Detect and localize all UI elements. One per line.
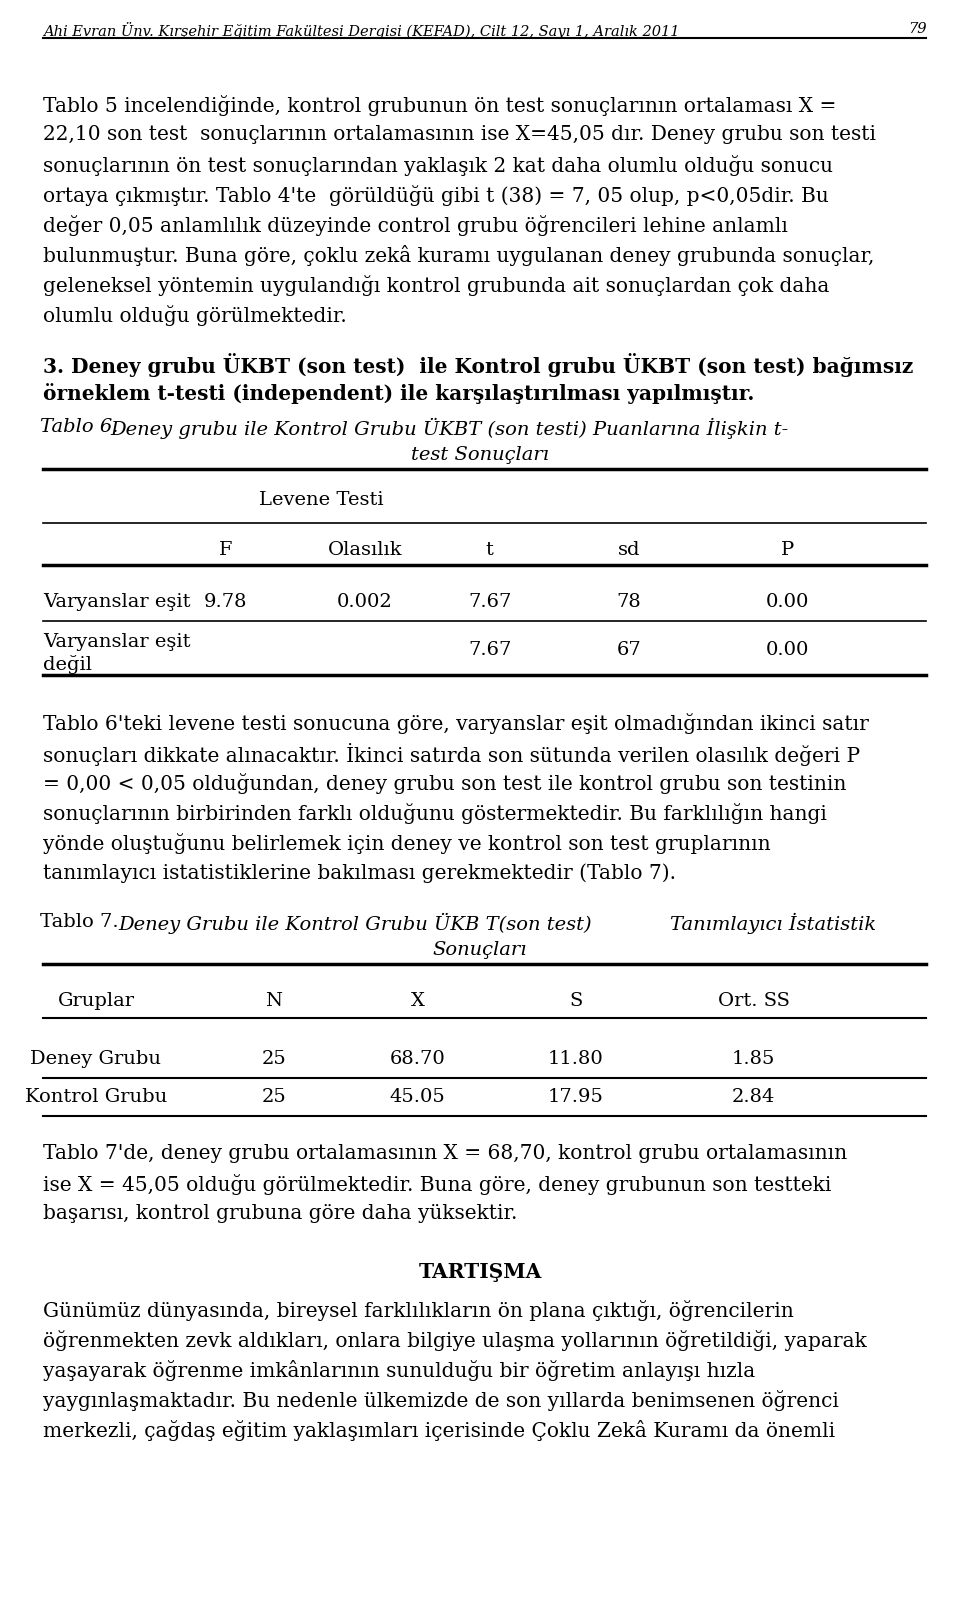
Text: Gruplar: Gruplar	[58, 992, 134, 1010]
Text: Günümüz dünyasında, bireysel farklılıkların ön plana çıktığı, öğrencilerin: Günümüz dünyasında, bireysel farklılıkla…	[43, 1300, 794, 1321]
Text: 79: 79	[908, 23, 926, 35]
Text: Tablo 6.: Tablo 6.	[40, 418, 125, 436]
Text: değil: değil	[43, 655, 92, 674]
Text: ise X = 45,05 olduğu görülmektedir. Buna göre, deney grubunun son testteki: ise X = 45,05 olduğu görülmektedir. Buna…	[43, 1174, 831, 1195]
Text: sonuçlarının ön test sonuçlarından yaklaşık 2 kat daha olumlu olduğu sonucu: sonuçlarının ön test sonuçlarından yakla…	[43, 155, 833, 176]
Text: t: t	[486, 540, 493, 560]
Text: S: S	[569, 992, 583, 1010]
Text: ortaya çıkmıştır. Tablo 4'te  görüldüğü gibi t (38) = 7, 05 olup, p<0,05dir. Bu: ortaya çıkmıştır. Tablo 4'te görüldüğü g…	[43, 185, 828, 206]
Text: Tanımlayıcı İstatistik: Tanımlayıcı İstatistik	[670, 913, 876, 934]
Text: 0.002: 0.002	[337, 594, 393, 611]
Text: Tablo 6'teki levene testi sonucuna göre, varyanslar eşit olmadığından ikinci sat: Tablo 6'teki levene testi sonucuna göre,…	[43, 713, 869, 734]
Text: 22,10 son test  sonuçlarının ortalamasının ise X=45,05 dır. Deney grubu son test: 22,10 son test sonuçlarının ortalamasını…	[43, 124, 876, 144]
Text: yaygınlaşmaktadır. Bu nedenle ülkemizde de son yıllarda benimsenen öğrenci: yaygınlaşmaktadır. Bu nedenle ülkemizde …	[43, 1390, 839, 1411]
Text: Ahi Evran Ünv. Kırşehir Eğitim Fakültesi Dergisi (KEFAD), Cilt 12, Sayı 1, Aralı: Ahi Evran Ünv. Kırşehir Eğitim Fakültesi…	[43, 23, 680, 39]
Text: 9.78: 9.78	[204, 594, 248, 611]
Text: sonuçlarının birbirinden farklı olduğunu göstermektedir. Bu farklılığın hangi: sonuçlarının birbirinden farklı olduğunu…	[43, 803, 828, 824]
Text: 25: 25	[261, 1089, 286, 1107]
Text: öğrenmekten zevk aldıkları, onlara bilgiye ulaşma yollarının öğretildiği, yapara: öğrenmekten zevk aldıkları, onlara bilgi…	[43, 1331, 867, 1352]
Text: 2.84: 2.84	[732, 1089, 776, 1107]
Text: olumlu olduğu görülmektedir.: olumlu olduğu görülmektedir.	[43, 305, 347, 326]
Text: 3. Deney grubu ÜKBT (son test)  ile Kontrol grubu ÜKBT (son test) bağımsız: 3. Deney grubu ÜKBT (son test) ile Kontr…	[43, 353, 914, 377]
Text: yönde oluştuğunu belirlemek için deney ve kontrol son test gruplarının: yönde oluştuğunu belirlemek için deney v…	[43, 832, 771, 853]
Text: 45.05: 45.05	[390, 1089, 445, 1107]
Text: Tablo 7.: Tablo 7.	[40, 913, 125, 931]
Text: 17.95: 17.95	[548, 1089, 604, 1107]
Text: sd: sd	[617, 540, 640, 560]
Text: başarısı, kontrol grubuna göre daha yüksektir.: başarısı, kontrol grubuna göre daha yüks…	[43, 1203, 517, 1223]
Text: Varyanslar eşit: Varyanslar eşit	[43, 594, 191, 611]
Text: Ort. SS: Ort. SS	[718, 992, 789, 1010]
Text: merkezli, çağdaş eğitim yaklaşımları içerisinde Çoklu Zekâ Kuramı da önemli: merkezli, çağdaş eğitim yaklaşımları içe…	[43, 1419, 835, 1440]
Text: 78: 78	[616, 594, 641, 611]
Text: 7.67: 7.67	[468, 594, 512, 611]
Text: geleneksel yöntemin uygulandığı kontrol grubunda ait sonuçlardan çok daha: geleneksel yöntemin uygulandığı kontrol …	[43, 274, 829, 297]
Text: F: F	[219, 540, 232, 560]
Text: 1.85: 1.85	[732, 1050, 776, 1068]
Text: 7.67: 7.67	[468, 640, 512, 660]
Text: P: P	[780, 540, 794, 560]
Text: Olasılık: Olasılık	[327, 540, 402, 560]
Text: örneklem t-testi (independent) ile karşılaştırılması yapılmıştır.: örneklem t-testi (independent) ile karşı…	[43, 382, 755, 403]
Text: Tablo 7'de, deney grubu ortalamasının X = 68,70, kontrol grubu ortalamasının: Tablo 7'de, deney grubu ortalamasının X …	[43, 1144, 848, 1163]
Text: 68.70: 68.70	[390, 1050, 445, 1068]
Text: bulunmuştur. Buna göre, çoklu zekâ kuramı uygulanan deney grubunda sonuçlar,: bulunmuştur. Buna göre, çoklu zekâ kuram…	[43, 245, 875, 266]
Text: Kontrol Grubu: Kontrol Grubu	[25, 1089, 167, 1107]
Text: N: N	[265, 992, 282, 1010]
Text: 0.00: 0.00	[765, 640, 809, 660]
Text: Deney Grubu ile Kontrol Grubu ÜKB T(son test): Deney Grubu ile Kontrol Grubu ÜKB T(son …	[118, 913, 598, 934]
Text: Sonuçları: Sonuçları	[433, 940, 527, 960]
Text: tanımlayıcı istatistiklerine bakılması gerekmektedir (Tablo 7).: tanımlayıcı istatistiklerine bakılması g…	[43, 863, 676, 882]
Text: 11.80: 11.80	[548, 1050, 604, 1068]
Text: yaşayarak öğrenme imkânlarının sunulduğu bir öğretim anlayışı hızla: yaşayarak öğrenme imkânlarının sunulduğu…	[43, 1360, 756, 1381]
Text: Deney Grubu: Deney Grubu	[31, 1050, 161, 1068]
Text: X: X	[411, 992, 424, 1010]
Text: test Sonuçları: test Sonuçları	[411, 447, 549, 465]
Text: değer 0,05 anlamlılık düzeyinde control grubu öğrencileri lehine anlamlı: değer 0,05 anlamlılık düzeyinde control …	[43, 215, 788, 235]
Text: Tablo 5 incelendiğinde, kontrol grubunun ön test sonuçlarının ortalaması X =: Tablo 5 incelendiğinde, kontrol grubunun…	[43, 95, 836, 116]
Text: = 0,00 < 0,05 olduğundan, deney grubu son test ile kontrol grubu son testinin: = 0,00 < 0,05 olduğundan, deney grubu so…	[43, 773, 847, 794]
Text: 67: 67	[616, 640, 641, 660]
Text: 25: 25	[261, 1050, 286, 1068]
Text: 0.00: 0.00	[765, 594, 809, 611]
Text: TARTIŞMA: TARTIŞMA	[419, 1261, 541, 1282]
Text: Levene Testi: Levene Testi	[259, 490, 384, 510]
Text: sonuçları dikkate alınacaktır. İkinci satırda son sütunda verilen olasılık değer: sonuçları dikkate alınacaktır. İkinci sa…	[43, 744, 860, 766]
Text: Deney grubu ile Kontrol Grubu ÜKBT (son testi) Puanlarına İlişkin t-: Deney grubu ile Kontrol Grubu ÜKBT (son …	[110, 418, 788, 439]
Text: Varyanslar eşit: Varyanslar eşit	[43, 632, 191, 652]
